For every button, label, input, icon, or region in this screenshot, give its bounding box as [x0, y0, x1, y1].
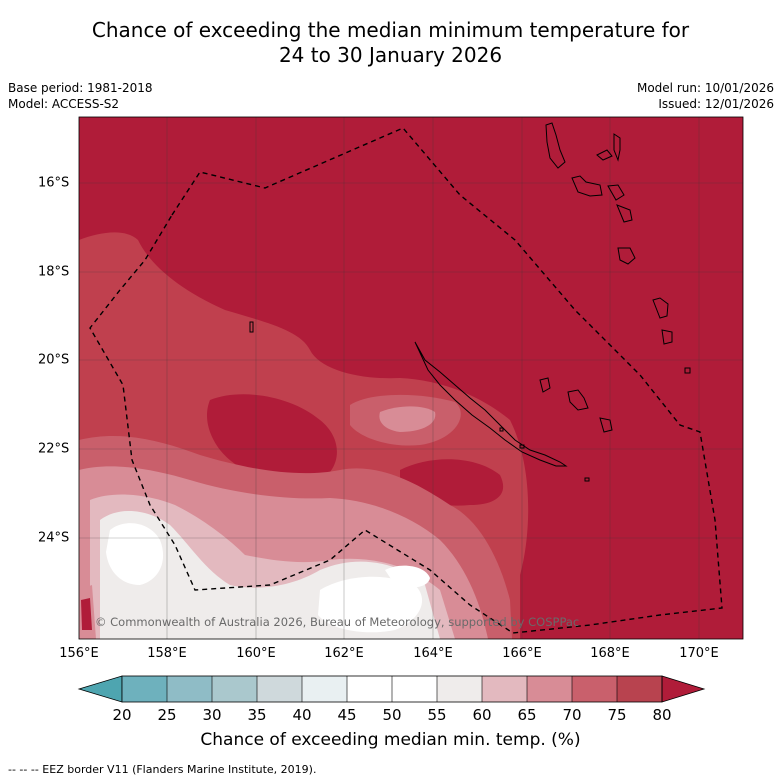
title-line-1: Chance of exceeding the median minimum t… — [91, 18, 690, 42]
colorbar-label-75: 75 — [607, 706, 627, 724]
eez-border — [89, 127, 723, 634]
model-name: Model: ACCESS-S2 — [8, 97, 120, 111]
lat-label-24: 24°S — [38, 530, 70, 546]
colorbar-extend-high — [661, 675, 706, 703]
field-80-blob — [207, 394, 337, 483]
field-50c — [385, 565, 430, 588]
colorbar-bin-65-70 — [527, 676, 572, 702]
coastlines — [249, 122, 691, 482]
field-50b — [318, 576, 423, 633]
colorbar-bin-40-45 — [302, 676, 347, 702]
lon-label-160: 160°E — [236, 646, 276, 661]
colorbar-dividers — [166, 676, 618, 702]
colorbar-label-80: 80 — [652, 706, 672, 724]
meta-left: Base period: 1981-2018 Model: ACCESS-S2 — [8, 80, 153, 112]
loyalty-islands — [539, 377, 613, 433]
colorbar — [77, 675, 706, 703]
colorbar-title: Chance of exceeding median min. temp. (%… — [200, 730, 581, 750]
colorbar-extend-low — [77, 675, 123, 703]
meta-right: Model run: 10/01/2026 Issued: 12/01/2026 — [637, 80, 774, 112]
base-period: Base period: 1981-2018 — [8, 81, 153, 95]
colorbar-bin-20-25 — [122, 676, 167, 702]
colorbar-bin-30-35 — [212, 676, 257, 702]
vanuatu — [545, 122, 636, 265]
new-caledonia — [414, 341, 568, 467]
lat-label-22: 22°S — [38, 441, 70, 457]
colorbar-label-20: 20 — [112, 706, 132, 724]
map-frame — [78, 116, 744, 640]
small-islands — [249, 321, 590, 482]
lon-label-158: 158°E — [147, 646, 187, 661]
chart-title: Chance of exceeding the median minimum t… — [0, 18, 781, 68]
lon-label-170: 170°E — [679, 646, 719, 661]
colorbar-label-30: 30 — [202, 706, 222, 724]
copyright-notice: © Commonwealth of Australia 2026, Bureau… — [95, 615, 580, 629]
colorbar-label-65: 65 — [517, 706, 537, 724]
field-65-patch — [379, 406, 436, 432]
colorbar-label-40: 40 — [292, 706, 312, 724]
colorbar-bin-55-60 — [437, 676, 482, 702]
lat-label-20: 20°S — [38, 352, 70, 368]
colorbar-bin-75-80 — [617, 676, 662, 702]
colorbar-label-60: 60 — [472, 706, 492, 724]
issued-date: Issued: 12/01/2026 — [658, 97, 774, 111]
colorbar-label-50: 50 — [382, 706, 402, 724]
colorbar-label-35: 35 — [247, 706, 267, 724]
model-run: Model run: 10/01/2026 — [636, 81, 774, 95]
lon-label-168: 168°E — [590, 646, 630, 661]
colorbar-bin-60-65 — [482, 676, 527, 702]
colorbar-bin-35-40 — [257, 676, 302, 702]
map-area — [79, 117, 743, 639]
colorbar-bin-70-75 — [572, 676, 617, 702]
field-left-edge-80 — [81, 598, 92, 630]
field-50d — [118, 534, 148, 558]
grid — [79, 117, 743, 639]
colorbar-label-25: 25 — [157, 706, 177, 724]
colorbar-bin-45-50 — [347, 676, 392, 702]
colorbar-bin-25-30 — [167, 676, 212, 702]
lon-label-156: 156°E — [59, 646, 99, 661]
eez-legend-note: -- -- -- EEZ border V11 (Flanders Marine… — [8, 763, 317, 776]
title-line-2: 24 to 30 January 2026 — [278, 43, 503, 67]
colorbar-bin-50-55 — [392, 676, 437, 702]
lon-label-164: 164°E — [413, 646, 453, 661]
lon-label-162: 162°E — [324, 646, 364, 661]
lat-label-18: 18°S — [38, 264, 70, 280]
lat-label-16: 16°S — [38, 175, 70, 191]
colorbar-label-70: 70 — [562, 706, 582, 724]
southern-islands — [652, 297, 691, 374]
colorbar-label-45: 45 — [337, 706, 357, 724]
colorbar-label-55: 55 — [427, 706, 447, 724]
lon-label-166: 166°E — [502, 646, 542, 661]
